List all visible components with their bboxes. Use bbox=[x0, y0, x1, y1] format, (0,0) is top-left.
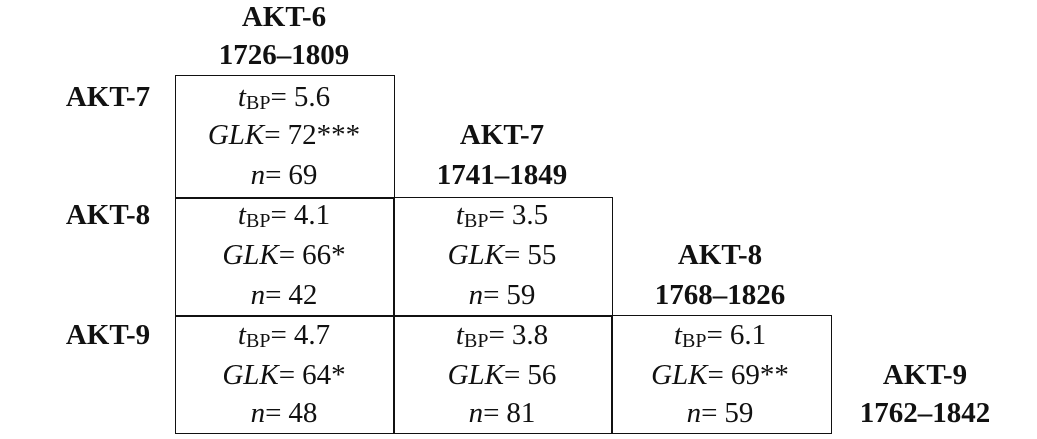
glk-value: 64* bbox=[302, 359, 346, 391]
label-eq: = bbox=[706, 319, 723, 351]
label-glk: GLK bbox=[222, 239, 279, 271]
t-value: 4.1 bbox=[293, 199, 331, 231]
label-n: n bbox=[468, 397, 484, 429]
label-glk: GLK bbox=[447, 239, 505, 271]
cell-line: GLK= 66* bbox=[222, 236, 345, 274]
cell-line: n= 69 bbox=[251, 156, 318, 194]
label-t: t bbox=[455, 319, 464, 351]
label-eq: = bbox=[701, 397, 718, 429]
column-years: 1762–1842 bbox=[859, 397, 991, 429]
label-eq: = bbox=[270, 81, 287, 113]
label-glk: GLK bbox=[651, 359, 708, 391]
glk-value: 56 bbox=[527, 359, 557, 391]
label-t: t bbox=[237, 81, 246, 113]
t-value: 6.1 bbox=[729, 319, 767, 351]
label-bp: BP bbox=[463, 330, 489, 352]
n-value: 59 bbox=[724, 397, 754, 429]
label-n: n bbox=[250, 279, 266, 311]
t-value: 4.7 bbox=[293, 319, 331, 351]
label-n: n bbox=[686, 397, 702, 429]
label-glk: GLK bbox=[207, 119, 265, 151]
label-eq: = bbox=[483, 279, 500, 311]
cell-line: n= 42 bbox=[251, 276, 318, 314]
label-eq: = bbox=[270, 199, 287, 231]
cell-line: GLK= 55 bbox=[448, 236, 557, 274]
label-eq: = bbox=[488, 319, 505, 351]
label-eq: = bbox=[707, 359, 724, 391]
t-value: 3.8 bbox=[511, 319, 549, 351]
cell-box bbox=[393, 315, 613, 434]
label-eq: = bbox=[264, 119, 281, 151]
t-value: 5.6 bbox=[293, 81, 331, 113]
label-t: t bbox=[237, 199, 246, 231]
label-bp: BP bbox=[463, 210, 489, 232]
n-value: 69 bbox=[288, 159, 318, 191]
column-years: 1768–1826 bbox=[654, 279, 786, 311]
cell-line: tBP= 5.6 bbox=[238, 78, 330, 116]
label-eq: = bbox=[504, 239, 521, 271]
label-t: t bbox=[673, 319, 682, 351]
row-header: AKT-9 bbox=[65, 319, 151, 351]
label-eq: = bbox=[278, 239, 296, 271]
glk-value: 66* bbox=[302, 239, 346, 271]
cell-line: tBP= 3.5 bbox=[456, 196, 548, 234]
label-eq: = bbox=[488, 199, 505, 231]
n-value: 48 bbox=[288, 397, 318, 429]
label-bp: BP bbox=[245, 210, 271, 232]
label-n: n bbox=[468, 279, 484, 311]
cell-box bbox=[393, 197, 613, 317]
cell-line: GLK= 56 bbox=[448, 356, 557, 394]
cell-box bbox=[175, 315, 395, 434]
row-header: AKT-7 bbox=[65, 81, 151, 113]
cell-line: tBP= 6.1 bbox=[674, 316, 766, 354]
cell-box bbox=[175, 75, 395, 199]
label-bp: BP bbox=[245, 92, 271, 114]
label-bp: BP bbox=[681, 330, 707, 352]
cell-line: n= 81 bbox=[469, 394, 536, 432]
label-t: t bbox=[455, 199, 464, 231]
label-t: t bbox=[237, 319, 246, 351]
n-value: 59 bbox=[506, 279, 536, 311]
cell-line: GLK= 72*** bbox=[208, 116, 360, 154]
cell-box bbox=[175, 197, 395, 317]
t-value: 3.5 bbox=[511, 199, 549, 231]
cell-box bbox=[611, 315, 832, 434]
label-bp: BP bbox=[245, 330, 271, 352]
label-eq: = bbox=[270, 319, 287, 351]
glk-value: 69** bbox=[730, 359, 789, 391]
n-value: 42 bbox=[288, 279, 318, 311]
cell-line: tBP= 3.8 bbox=[456, 316, 548, 354]
label-eq: = bbox=[265, 159, 282, 191]
cell-line: GLK= 69** bbox=[651, 356, 789, 394]
label-eq: = bbox=[483, 397, 500, 429]
cell-line: n= 59 bbox=[687, 394, 754, 432]
column-header: AKT-9 bbox=[882, 359, 968, 391]
column-years: 1726–1809 bbox=[218, 39, 350, 71]
column-header: AKT-7 bbox=[459, 119, 545, 151]
cell-line: tBP= 4.1 bbox=[238, 196, 330, 234]
column-header: AKT-6 bbox=[241, 1, 327, 33]
label-eq: = bbox=[504, 359, 521, 391]
label-glk: GLK bbox=[447, 359, 505, 391]
label-n: n bbox=[250, 159, 266, 191]
label-eq: = bbox=[265, 279, 282, 311]
cell-line: GLK= 64* bbox=[222, 356, 345, 394]
cell-line: tBP= 4.7 bbox=[238, 316, 330, 354]
n-value: 81 bbox=[506, 397, 536, 429]
label-eq: = bbox=[265, 397, 282, 429]
glk-value: 55 bbox=[527, 239, 557, 271]
row-header: AKT-8 bbox=[65, 199, 151, 231]
label-eq: = bbox=[278, 359, 296, 391]
glk-value: 72*** bbox=[287, 119, 361, 151]
column-header: AKT-8 bbox=[677, 239, 763, 271]
cell-line: n= 59 bbox=[469, 276, 536, 314]
column-years: 1741–1849 bbox=[436, 159, 568, 191]
label-glk: GLK bbox=[222, 359, 279, 391]
label-n: n bbox=[250, 397, 266, 429]
cell-line: n= 48 bbox=[251, 394, 318, 432]
